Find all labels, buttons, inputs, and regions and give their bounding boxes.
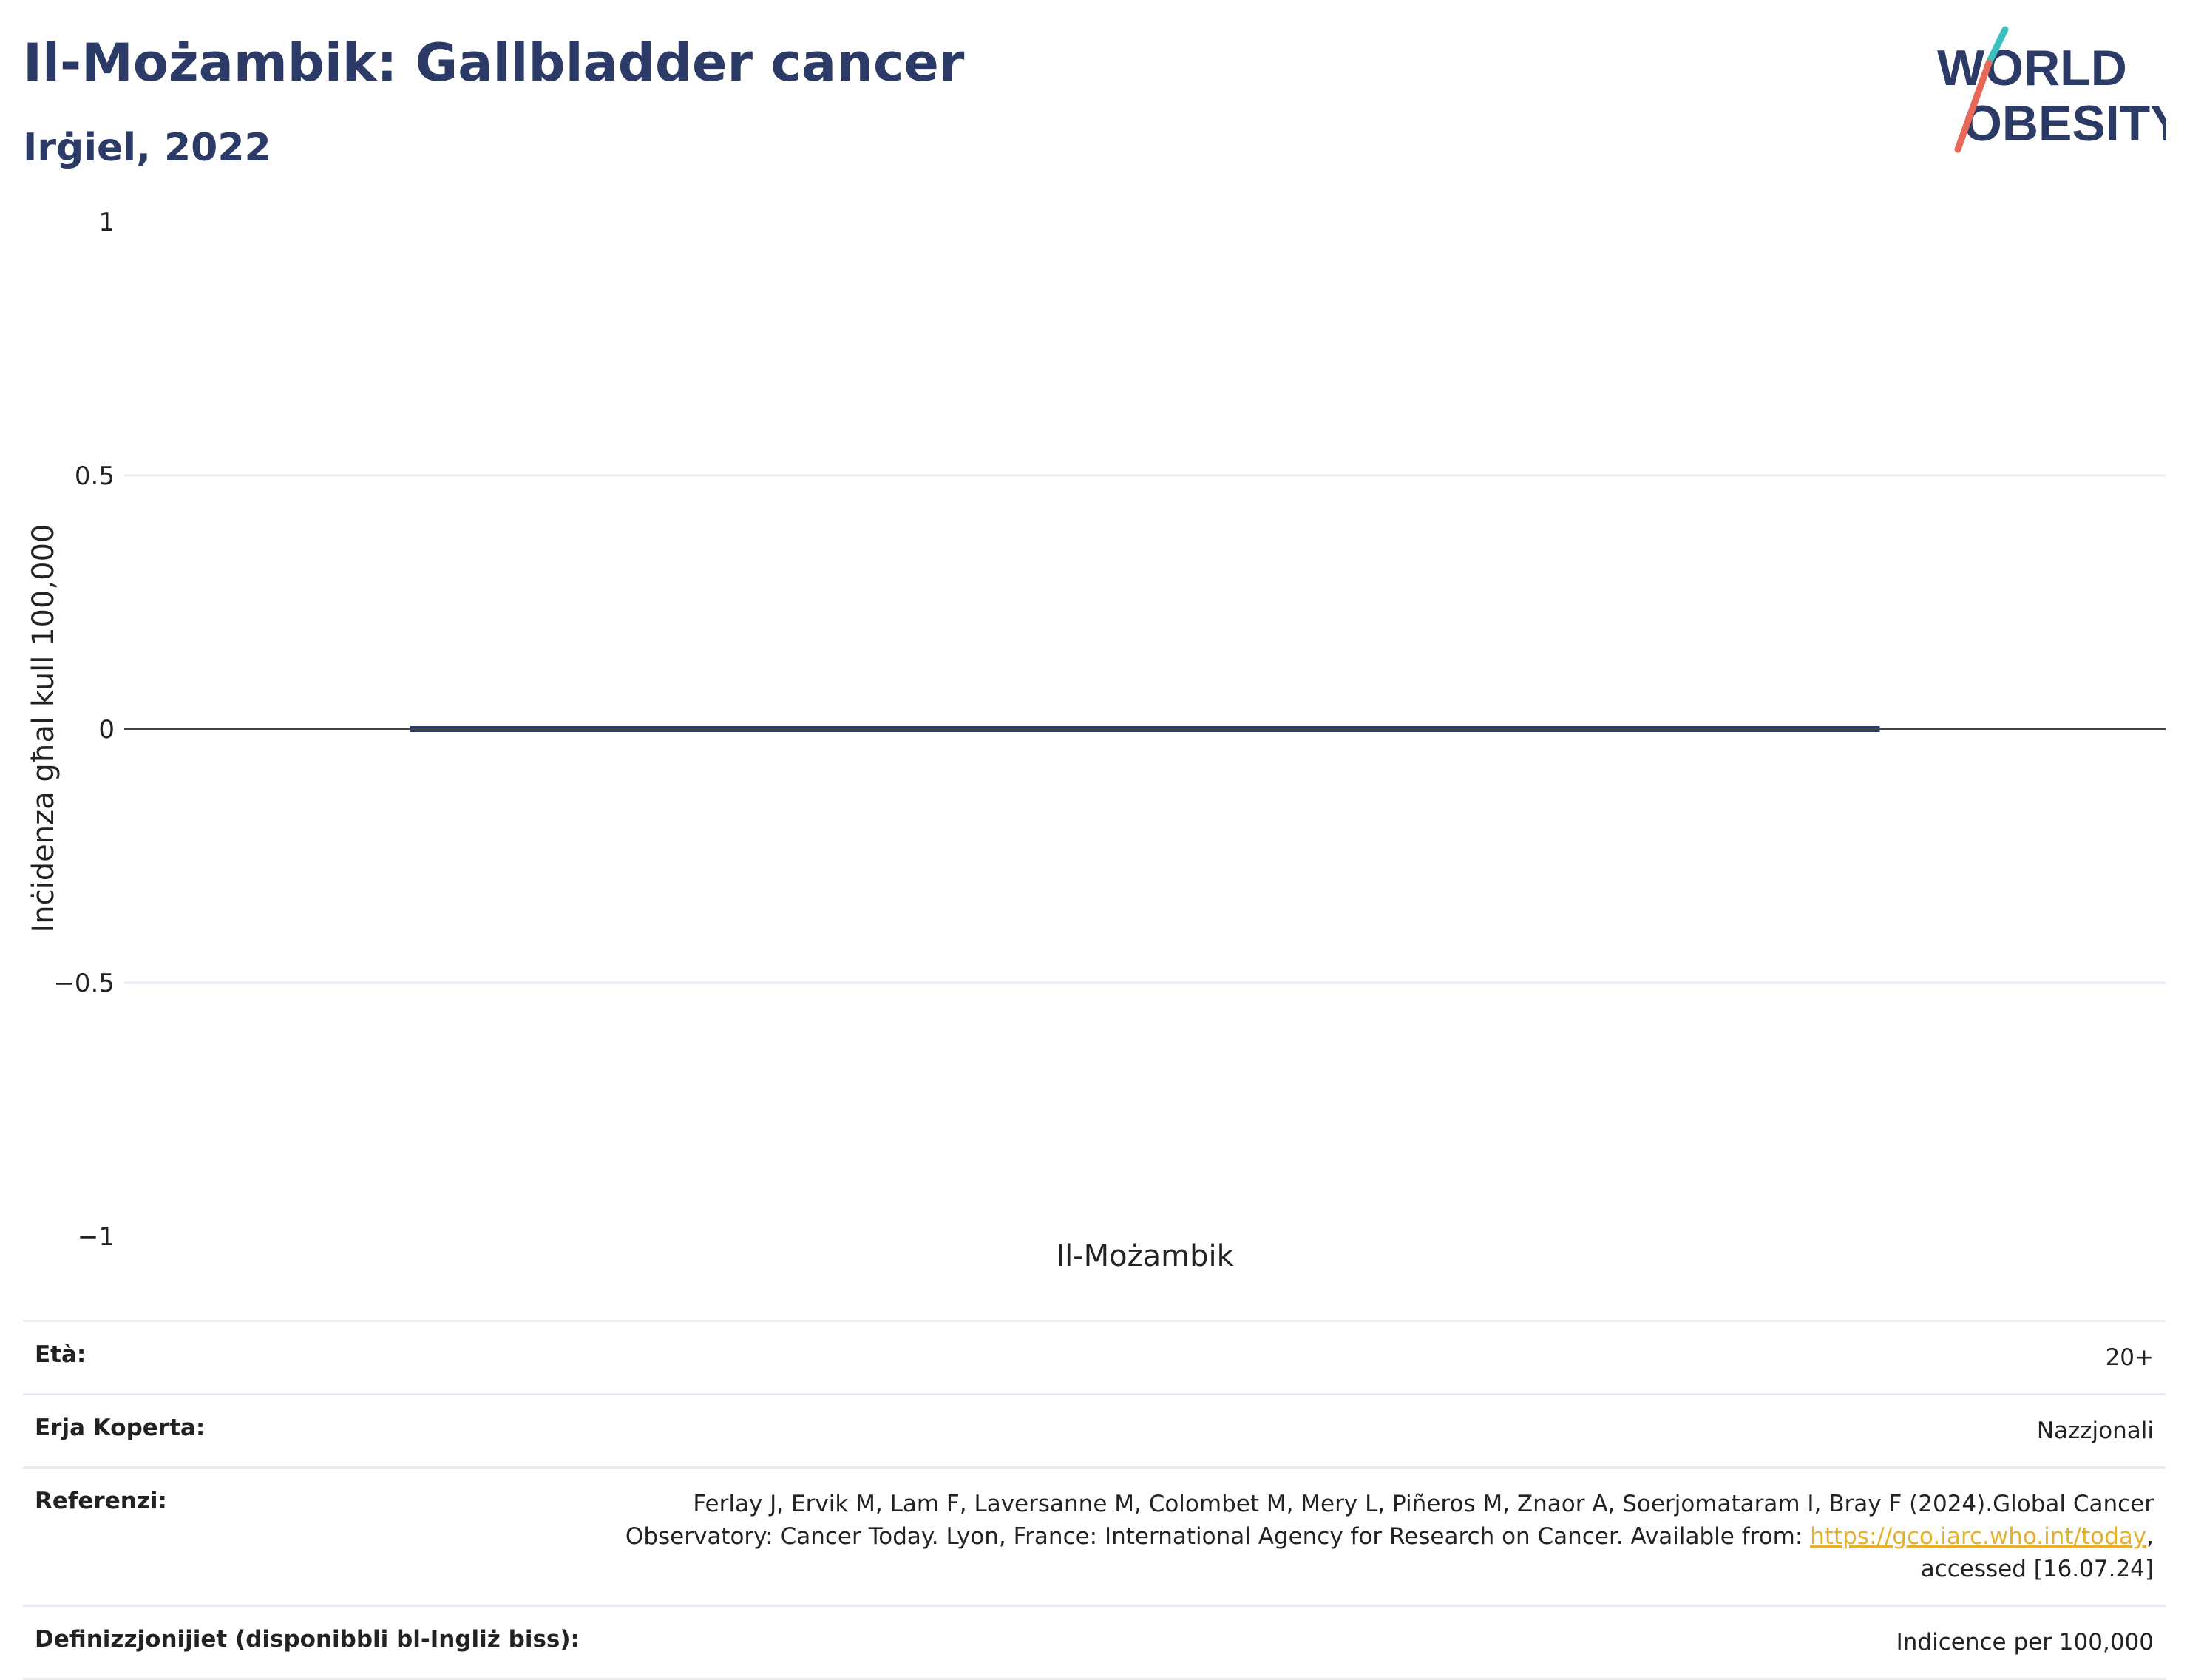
- logo-slash-top: [1985, 26, 2009, 67]
- y-tick-labels: 1 0.5 0 −0.5 −1: [53, 208, 115, 1252]
- info-key-references: Referenzi:: [35, 1488, 167, 1514]
- chart-title: Il-Możambik: Gallbladder cancer: [23, 33, 965, 93]
- y-tick-label: −1: [78, 1222, 115, 1252]
- grid-lines: [124, 474, 2166, 984]
- info-row-references: Referenzi: Ferlay J, Ervik M, Lam F, Lav…: [23, 1466, 2166, 1605]
- reference-line-2: Observatory: Cancer Today. Lyon, France:…: [625, 1523, 1811, 1550]
- info-key-definitions: Definizzjonijiet (disponibbli bl-Ingliż …: [35, 1626, 580, 1653]
- x-category-label: Il-Możambik: [1056, 1239, 1234, 1273]
- logo-line2: OBESITY: [1963, 95, 2166, 152]
- info-value-references: Ferlay J, Ervik M, Lam F, Laversanne M, …: [625, 1488, 2154, 1585]
- info-table: Età: 20+ Erja Koperta: Nazzjonali Refere…: [23, 1320, 2166, 1680]
- logo-line1: WORLD: [1937, 40, 2127, 96]
- y-axis-label: Inċidenza għal kull 100,000: [27, 524, 61, 933]
- chart-subtitle: Irġiel, 2022: [23, 126, 271, 170]
- y-tick-label: −0.5: [53, 969, 115, 998]
- info-row-area: Erja Koperta: Nazzjonali: [23, 1393, 2166, 1466]
- y-tick-label: 1: [98, 208, 115, 237]
- info-value-area: Nazzjonali: [2036, 1418, 2154, 1444]
- y-tick-label: 0.5: [75, 461, 115, 491]
- y-tick-label: 0: [98, 715, 115, 745]
- info-row-age: Età: 20+: [23, 1320, 2166, 1393]
- logo-slash-bottom: [1954, 59, 1993, 153]
- info-row-definitions: Definizzjonijiet (disponibbli bl-Ingliż …: [23, 1605, 2166, 1680]
- reference-link[interactable]: https://gco.iarc.who.int/today: [1810, 1523, 2147, 1550]
- world-obesity-logo: WORLD OBESITY: [1937, 26, 2166, 153]
- x-category-labels: Il-Możambik: [1056, 1239, 1234, 1273]
- info-value-age: 20+: [2105, 1344, 2154, 1371]
- info-key-area: Erja Koperta:: [35, 1415, 206, 1441]
- info-key-age: Età:: [35, 1341, 87, 1368]
- reference-line-2-post: ,: [2146, 1523, 2154, 1550]
- info-value-definitions: Indicence per 100,000: [1896, 1629, 2154, 1656]
- reference-line-1: Ferlay J, Ervik M, Lam F, Laversanne M, …: [693, 1491, 2154, 1517]
- bar-chart: 1 0.5 0 −0.5 −1 Il-Możambik Inċidenza għal k…: [27, 208, 2166, 1273]
- reference-line-3: accessed [16.07.24]: [1920, 1556, 2154, 1582]
